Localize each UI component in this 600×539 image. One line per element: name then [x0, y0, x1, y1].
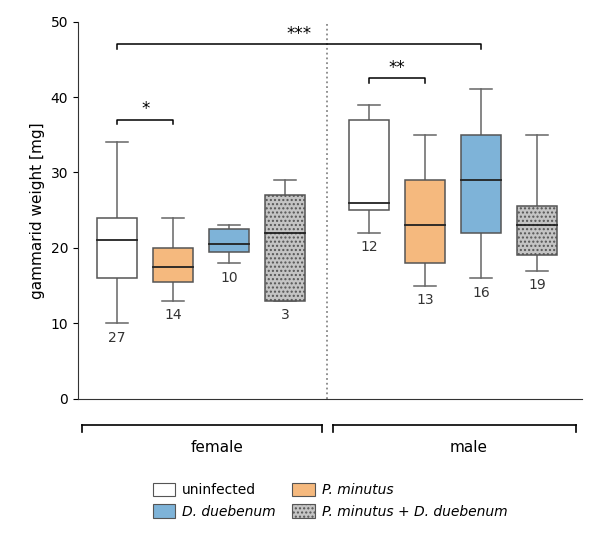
- Text: 12: 12: [361, 240, 378, 254]
- Bar: [349, 120, 389, 210]
- Bar: [153, 248, 193, 282]
- Text: 13: 13: [416, 293, 434, 307]
- Bar: [405, 180, 445, 263]
- Bar: [461, 135, 502, 233]
- Text: 14: 14: [164, 308, 182, 322]
- Text: 27: 27: [109, 331, 126, 345]
- Text: 3: 3: [281, 308, 290, 322]
- Bar: [517, 206, 557, 255]
- Text: 10: 10: [220, 271, 238, 285]
- Text: 19: 19: [529, 278, 546, 292]
- Text: *: *: [141, 100, 149, 118]
- Bar: [209, 229, 250, 252]
- Text: ***: ***: [287, 25, 312, 43]
- Bar: [265, 195, 305, 301]
- Text: female: female: [190, 440, 243, 455]
- Bar: [97, 218, 137, 278]
- Text: **: **: [389, 59, 406, 77]
- Text: male: male: [449, 440, 488, 455]
- Text: 16: 16: [472, 286, 490, 300]
- Legend: uninfected, D. duebenum, P. minutus, P. minutus + D. duebenum: uninfected, D. duebenum, P. minutus, P. …: [148, 478, 512, 524]
- Y-axis label: gammarid weight [mg]: gammarid weight [mg]: [30, 122, 45, 299]
